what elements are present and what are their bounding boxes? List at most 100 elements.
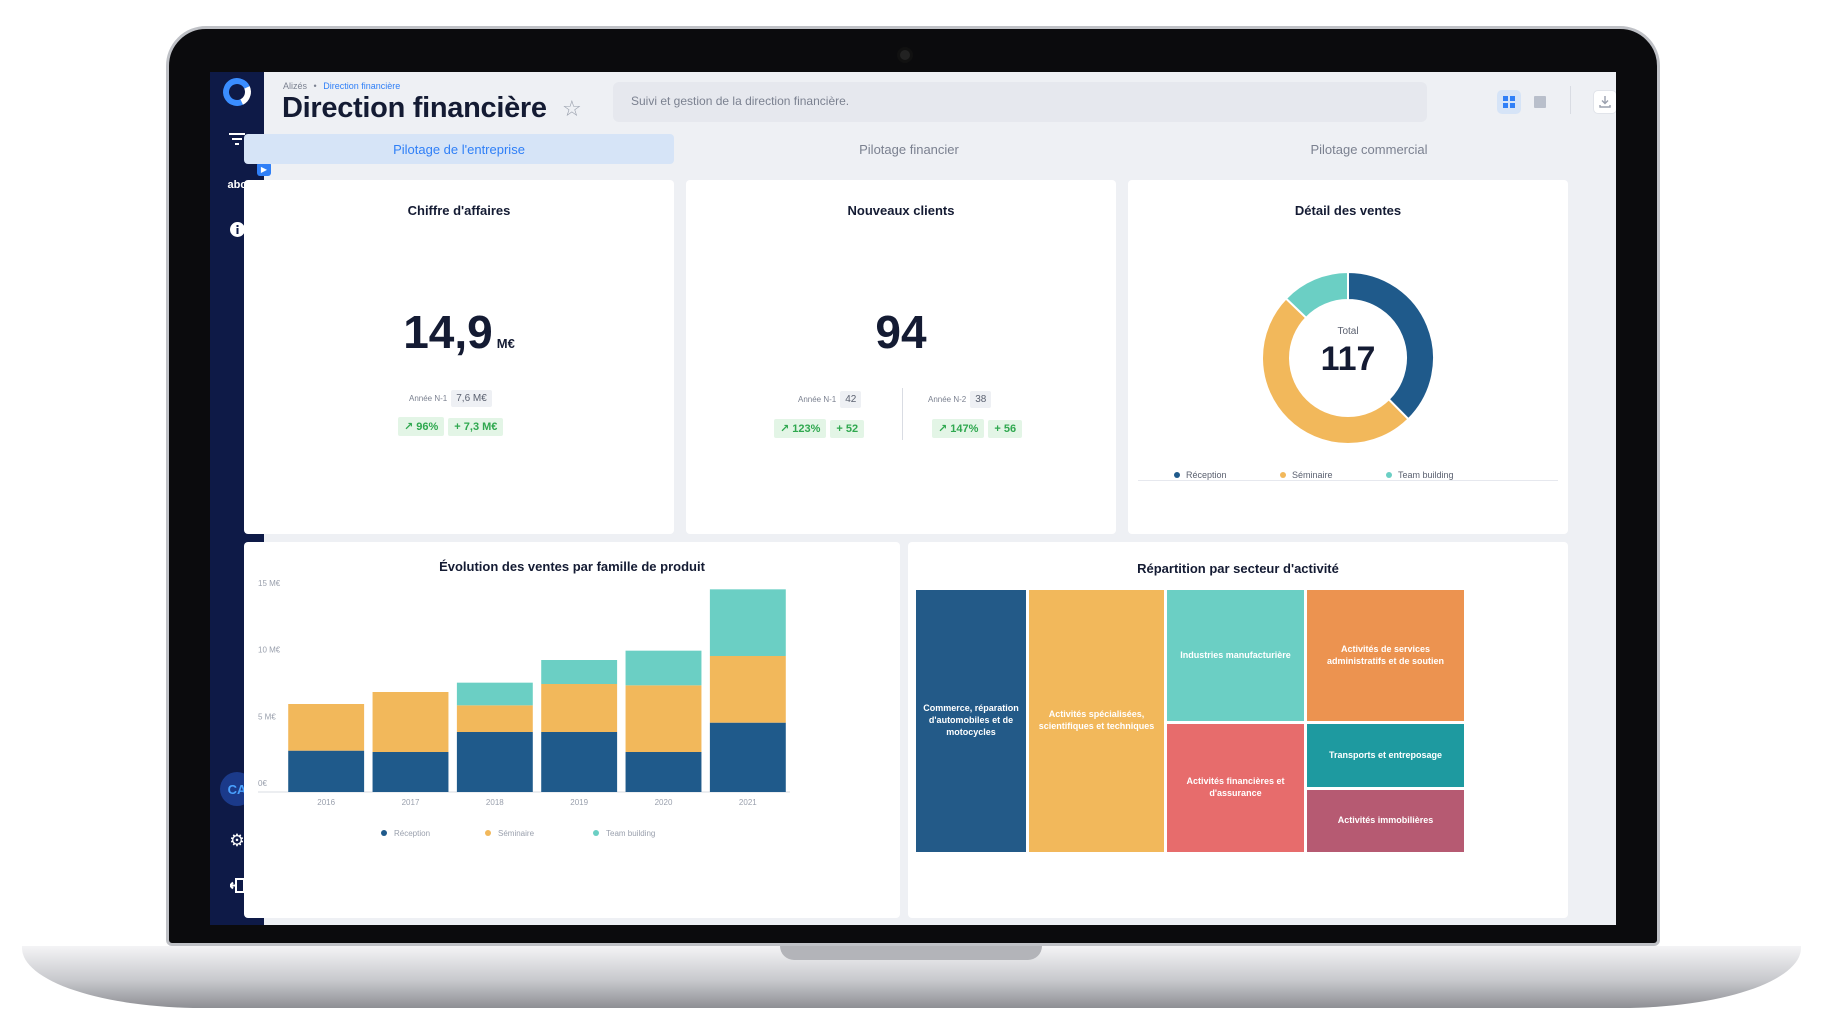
revenue-unit: M€: [496, 336, 515, 351]
laptop-notch: [780, 946, 1042, 960]
breadcrumb-current: Direction financière: [323, 81, 401, 91]
bar-2021-1[interactable]: [709, 656, 786, 723]
info-icon[interactable]: [210, 212, 264, 246]
bar-legend-label: Team building: [606, 829, 655, 838]
sector-distribution-card: Répartition par secteur d'activité Comme…: [908, 542, 1568, 918]
n2-percent-badge: ↗ 147%: [932, 419, 985, 438]
bar-2019-2[interactable]: [541, 660, 618, 684]
bar-2017-0[interactable]: [372, 752, 449, 792]
grid-view-icon[interactable]: [1497, 90, 1521, 114]
breadcrumb-root[interactable]: Alizés: [283, 81, 308, 91]
treemap-tile-2[interactable]: Industries manufacturière: [1167, 590, 1304, 721]
bar-2021-2[interactable]: [709, 589, 786, 656]
x-tick-label: 2021: [739, 798, 757, 807]
n2-value: 38: [970, 391, 992, 408]
previous-year-label: Année N-1: [409, 394, 448, 403]
n2-row: Année N-2 38: [928, 391, 992, 408]
legend-item-2[interactable]: Team building: [1386, 470, 1454, 480]
y-tick-label: 5 M€: [258, 712, 276, 721]
donut-slice-s-minaire[interactable]: [1261, 297, 1410, 445]
new-clients-title: Nouveaux clients: [847, 203, 955, 218]
revenue-title: Chiffre d'affaires: [407, 203, 511, 218]
growth-amount-badge: + 7,3 M€: [448, 417, 504, 436]
logout-icon[interactable]: [210, 868, 264, 902]
filter-icon[interactable]: [210, 122, 264, 156]
bar-2019-1[interactable]: [541, 684, 618, 732]
bar-2018-0[interactable]: [456, 732, 533, 792]
download-icon[interactable]: [1593, 90, 1616, 114]
treemap-tile-1[interactable]: Activités spécialisées, scientifiques et…: [1029, 590, 1164, 852]
text-icon[interactable]: abc: [227, 179, 247, 191]
revenue-growth-row: ↗ 96% + 7,3 M€: [398, 417, 507, 436]
x-tick-label: 2018: [486, 798, 504, 807]
revenue-card: Chiffre d'affaires 14,9 M€ Année N-1 7,6 …: [244, 180, 674, 534]
x-tick-label: 2020: [655, 798, 673, 807]
bar-2020-1[interactable]: [625, 685, 702, 752]
n1-row: Année N-1 42: [798, 391, 862, 408]
treemap-tile-3[interactable]: Activités de services administratifs et …: [1307, 590, 1464, 721]
bar-2020-0[interactable]: [625, 752, 702, 792]
tab-pilotage-entreprise[interactable]: Pilotage de l'entreprise: [244, 134, 674, 164]
donut-slice-r-ception[interactable]: [1347, 270, 1435, 421]
legend-item-0[interactable]: Réception: [1174, 470, 1227, 480]
webcam-icon: [897, 47, 913, 63]
n1-percent-badge: ↗ 123%: [774, 419, 827, 438]
tab-pilotage-commercial[interactable]: Pilotage commercial: [1310, 141, 1428, 157]
donut-total-value: 117: [1320, 340, 1376, 378]
growth-percent-badge: ↗ 96%: [398, 417, 445, 436]
n2-growth-row: ↗ 147% + 56: [932, 419, 1026, 438]
treemap-tile-4[interactable]: Activités financières et d'assurance: [1167, 724, 1304, 852]
donut-slice-team-building[interactable]: [1284, 270, 1349, 320]
legend-divider: [1138, 480, 1558, 481]
comparison-divider: [902, 388, 903, 440]
bar-legend-label: Séminaire: [498, 829, 535, 838]
x-tick-label: 2016: [317, 798, 335, 807]
description-field[interactable]: Suivi et gestion de la direction financi…: [613, 82, 1427, 122]
sales-detail-title: Détail des ventes: [1294, 203, 1402, 218]
n2-amount-badge: + 56: [988, 419, 1023, 438]
revenue-kpi: 14,9 M€: [244, 305, 674, 359]
revenue-value: 14,9: [403, 306, 493, 358]
bar-legend-item-1[interactable]: Séminaire: [485, 829, 535, 838]
bar-legend-item-0[interactable]: Réception: [381, 829, 430, 838]
n1-growth-row: ↗ 123% + 52: [774, 419, 868, 438]
legend-item-1[interactable]: Séminaire: [1280, 470, 1333, 480]
sector-distribution-title: Répartition par secteur d'activité: [1137, 561, 1339, 576]
bar-2016-0[interactable]: [288, 750, 365, 792]
new-clients-value: 94: [875, 306, 927, 358]
bar-2018-2[interactable]: [456, 682, 533, 706]
legend-label: Réception: [1186, 470, 1227, 480]
n1-value: 42: [840, 391, 862, 408]
legend-label: Séminaire: [1292, 470, 1333, 480]
bar-2017-1[interactable]: [372, 692, 449, 752]
x-tick-label: 2019: [570, 798, 588, 807]
n1-amount-badge: + 52: [830, 419, 865, 438]
treemap-tile-5[interactable]: Transports et entreposage: [1307, 724, 1464, 787]
bar-2020-2[interactable]: [625, 650, 702, 686]
app-screen: ▶ abc CA ⚙ Alizés • Direction financière…: [210, 72, 1616, 925]
bar-legend-item-2[interactable]: Team building: [593, 829, 655, 838]
play-icon[interactable]: ▶: [257, 162, 271, 176]
gear-icon[interactable]: ⚙: [229, 831, 245, 850]
bar-2018-1[interactable]: [456, 705, 533, 732]
single-view-icon[interactable]: [1528, 90, 1552, 114]
treemap-tile-0[interactable]: Commerce, réparation d'automobiles et de…: [916, 590, 1026, 852]
bar-legend-label: Réception: [394, 829, 430, 838]
favorite-star-icon[interactable]: ☆: [562, 96, 582, 121]
tab-pilotage-financier[interactable]: Pilotage financier: [859, 141, 959, 157]
treemap-tile-6[interactable]: Activités immobilières: [1307, 790, 1464, 852]
bar-2021-0[interactable]: [709, 722, 786, 792]
sales-evolution-title: Évolution des ventes par famille de prod…: [439, 559, 705, 574]
n1-label: Année N-1: [798, 395, 837, 404]
breadcrumb: Alizés • Direction financière: [283, 81, 400, 91]
breadcrumb-separator: •: [313, 81, 317, 91]
sales-donut-chart: [1261, 270, 1435, 445]
x-tick-label: 2017: [402, 798, 420, 807]
toolbar-divider: [1570, 86, 1571, 114]
sales-evolution-card: Évolution des ventes par famille de prod…: [244, 542, 900, 918]
legend-label: Team building: [1398, 470, 1454, 480]
bar-2019-0[interactable]: [541, 732, 618, 792]
logo-icon[interactable]: [219, 74, 255, 110]
sales-detail-card: Détail des ventes Total 117 Réception Sém…: [1128, 180, 1568, 534]
bar-2016-1[interactable]: [288, 704, 365, 751]
